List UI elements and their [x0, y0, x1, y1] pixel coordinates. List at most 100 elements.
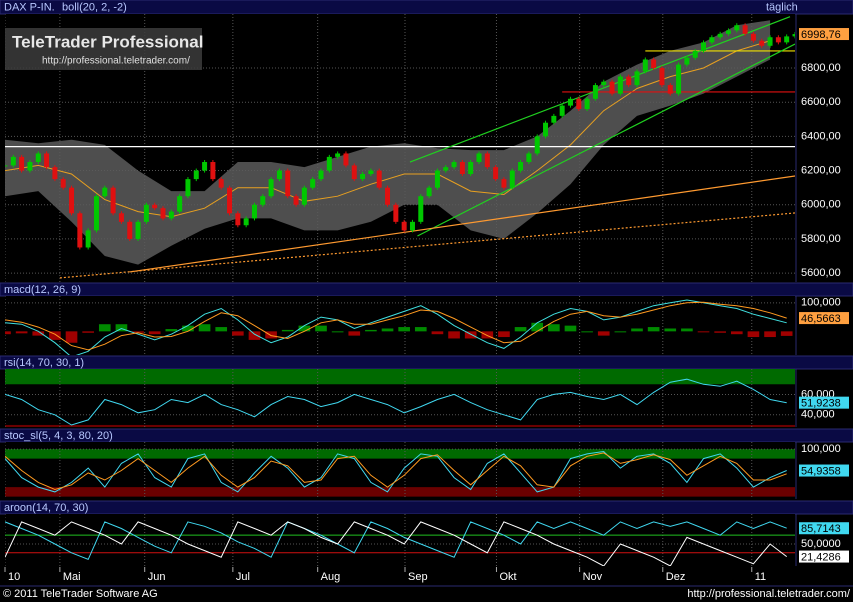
histogram-bar	[32, 331, 45, 336]
histogram-bar	[298, 325, 311, 332]
x-tick-label: Nov	[583, 571, 603, 583]
trend-line	[417, 43, 795, 237]
bollinger-band	[5, 20, 771, 265]
histogram-bar	[331, 331, 344, 333]
footer-copyright: © 2011 TeleTrader Software AG	[3, 588, 158, 600]
histogram-bar	[614, 331, 627, 333]
indicator-line	[5, 378, 787, 426]
trend-line	[129, 175, 795, 273]
x-tick-label: Mai	[63, 571, 81, 583]
panel-header	[0, 500, 853, 515]
histogram-bar	[647, 327, 660, 332]
watermark-title: TeleTrader Professional	[12, 32, 203, 51]
y-tick-label: 5800,00	[801, 233, 841, 245]
histogram-bar	[631, 328, 643, 332]
histogram-bar	[115, 324, 128, 332]
y-tick-label: 40,000	[801, 409, 835, 421]
histogram-bar	[98, 324, 111, 332]
histogram-bar	[548, 324, 560, 332]
x-tick-label: Aug	[321, 571, 341, 583]
band	[5, 369, 795, 385]
y-tick-label: 6200,00	[801, 164, 841, 176]
watermark-url: http://professional.teletrader.com/	[42, 56, 190, 67]
histogram-bar	[664, 328, 677, 332]
panel-title: rsi(14, 70, 30, 1)	[4, 357, 84, 369]
y-tick-label: 6000,00	[801, 199, 841, 211]
value-marker	[799, 550, 849, 563]
y-tick-label: 100,000	[801, 297, 841, 309]
indicator-line	[5, 301, 787, 351]
band	[5, 449, 795, 459]
histogram-bar	[780, 331, 793, 336]
y-tick-label: 50,0000	[801, 538, 841, 550]
value-marker-label: 6998,76	[801, 29, 841, 41]
histogram-bar	[597, 331, 610, 336]
histogram-bar	[148, 331, 161, 335]
histogram-bar	[165, 329, 178, 332]
histogram-bar	[365, 329, 377, 332]
y-tick-label: 6600,00	[801, 96, 841, 108]
histogram-bar	[431, 331, 444, 335]
histogram-bar	[348, 331, 361, 336]
histogram-bar	[498, 331, 510, 338]
histogram-bar	[215, 327, 228, 332]
value-marker	[799, 464, 849, 477]
histogram-bar	[448, 331, 460, 339]
value-marker	[799, 396, 849, 409]
histogram-bar	[82, 331, 94, 333]
y-tick-label: 6400,00	[801, 130, 841, 142]
histogram-bar	[564, 325, 577, 332]
histogram-bar	[414, 327, 427, 332]
panel-header	[0, 282, 853, 297]
x-tick-label: Jun	[148, 571, 166, 583]
histogram-bar	[481, 331, 494, 339]
candle	[792, 34, 795, 37]
histogram-bar	[381, 328, 394, 332]
histogram-bar	[531, 322, 544, 332]
plot-group	[5, 369, 795, 427]
histogram-bar	[398, 327, 410, 332]
histogram-bar	[49, 331, 61, 340]
value-marker-label: 21,4286	[801, 551, 841, 563]
value-marker-label: 46,5663	[801, 313, 841, 325]
value-marker	[799, 522, 849, 535]
histogram-bar	[65, 331, 78, 343]
histogram-bar	[265, 331, 277, 339]
plot-group	[5, 514, 795, 566]
histogram-bar	[514, 327, 527, 332]
histogram-bar	[714, 331, 726, 333]
histogram-bar	[464, 331, 477, 339]
plot-group	[5, 442, 795, 499]
histogram-bar	[730, 331, 743, 335]
histogram-bar	[581, 331, 593, 333]
plot-area	[5, 514, 795, 566]
histogram-bar	[132, 331, 144, 333]
histogram-bar	[5, 331, 11, 335]
panel-title: DAX P-IN.	[4, 1, 55, 13]
histogram-bar	[281, 329, 294, 332]
value-marker-label: 54,9358	[801, 465, 841, 477]
y-tick-label: 6800,00	[801, 62, 841, 74]
histogram-bar	[198, 324, 211, 332]
histogram-bar	[315, 325, 327, 332]
value-marker	[799, 312, 849, 325]
plot-group	[5, 14, 795, 282]
histogram-bar	[764, 331, 776, 338]
y-tick-label: 5600,00	[801, 267, 841, 279]
indicator-line	[5, 521, 787, 561]
histogram-bar	[248, 331, 261, 340]
panel-subtitle: boll(20, 2, -2)	[62, 1, 127, 13]
plot-area	[5, 296, 795, 355]
band	[5, 487, 795, 497]
panel-title: stoc_sl(5, 4, 3, 80, 20)	[4, 430, 113, 442]
bollinger-middle	[5, 40, 771, 218]
histogram-bar	[15, 331, 28, 334]
x-tick-label: Okt	[499, 571, 516, 583]
trend-line	[409, 16, 791, 163]
period-label: täglich	[766, 1, 798, 13]
x-tick-label: 10	[8, 571, 20, 583]
histogram-bar	[681, 328, 693, 332]
panel-header	[0, 428, 853, 443]
value-marker-label: 85,7143	[801, 523, 841, 535]
